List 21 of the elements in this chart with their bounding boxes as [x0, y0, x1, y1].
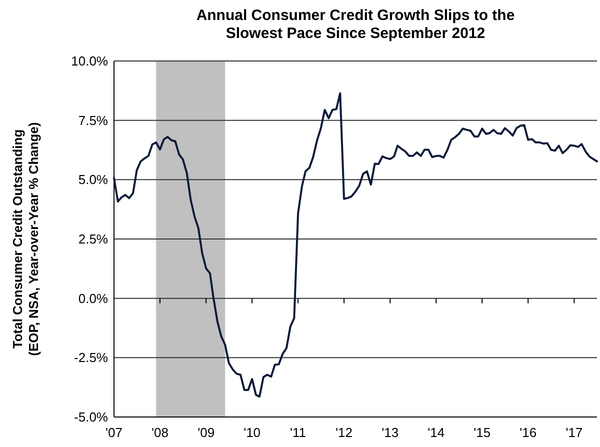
- x-tick-label: '10: [244, 425, 261, 440]
- line-series: [113, 92, 598, 398]
- y-tick-label: 2.5%: [78, 232, 108, 246]
- x-tick-label: '08: [152, 425, 168, 440]
- y-tick-label: 5.0%: [78, 172, 108, 188]
- x-tick-label: '07: [106, 425, 122, 440]
- x-tick-label: '09: [198, 425, 215, 440]
- y-axis-title: Total Consumer Credit Outstanding (EOP, NSA, Year-over-Year % Change): [10, 122, 41, 356]
- x-tick-label: '17: [566, 425, 583, 440]
- x-tick-label: '13: [382, 425, 399, 440]
- x-tick-label: '16: [520, 425, 537, 440]
- x-tick-label: '11: [290, 425, 306, 440]
- x-tick-label: '14: [428, 425, 445, 440]
- x-tick-label: '12: [336, 425, 353, 440]
- y-tick-label: -5.0%: [74, 410, 108, 424]
- chart-title: Annual Consumer Credit Growth Slips to the Slowest Pace Since September 2012: [196, 7, 515, 42]
- y-tick-label: -2.5%: [74, 350, 108, 366]
- x-tick-label: '15: [474, 425, 491, 440]
- y-tick-label: 10.0%: [71, 54, 108, 68]
- y-tick-label: 7.5%: [78, 112, 108, 128]
- y-tick-label: 0.0%: [78, 290, 108, 306]
